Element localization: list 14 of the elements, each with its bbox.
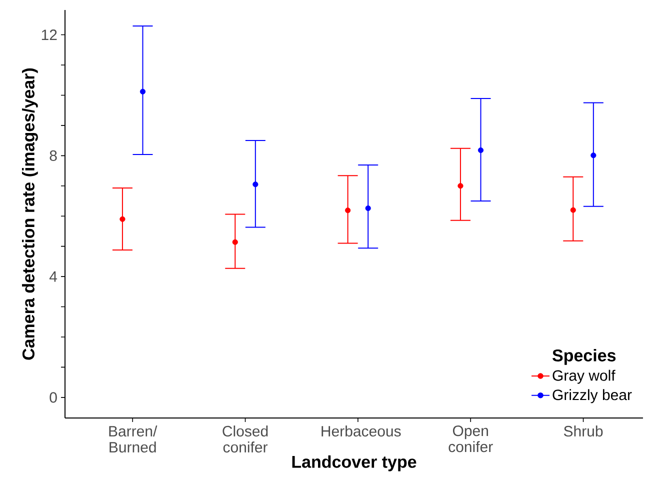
y-tick-label: 12 (42, 30, 57, 40)
y-tick-label: 8 (50, 150, 57, 161)
x-tick-label: Closed conifer (222, 426, 268, 453)
y-axis-title: Camera detection rate (images/year) (22, 68, 38, 360)
x-tick-label: Barren/ Burned (109, 426, 158, 453)
y-tick-label: 0 (50, 392, 57, 403)
x-tick-label: Herbaceous (322, 426, 401, 437)
y-tick-label: 4 (49, 271, 58, 282)
x-axis-title: Landcover type (292, 455, 416, 472)
legend-label: Grizzly bear (552, 389, 632, 404)
x-tick-label: Shrub (564, 426, 603, 437)
legend-title: Species (552, 349, 616, 365)
legend-label: Gray wolf (552, 370, 616, 384)
x-tick-label: Open conifer (448, 426, 493, 452)
